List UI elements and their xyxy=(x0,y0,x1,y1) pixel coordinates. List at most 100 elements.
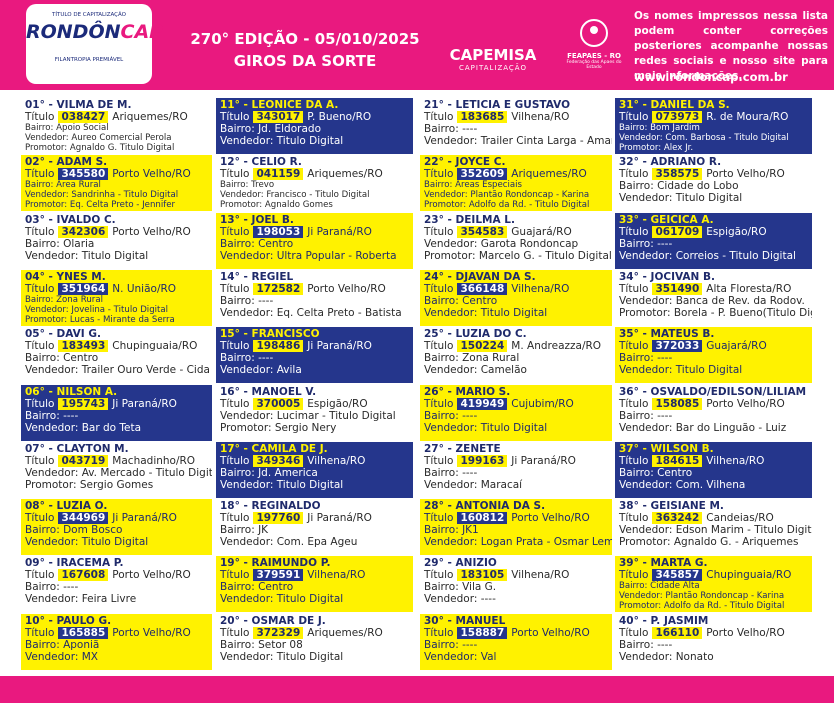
card-heading: 12° - CELIO R. xyxy=(220,156,302,169)
title-line: Título 198053 Ji Paraná/RO xyxy=(220,225,409,238)
ticket-number: 160812 xyxy=(457,512,508,525)
card-heading: 08° - LUZIA O. xyxy=(25,500,108,513)
detail-line: Vendedor: Camelão xyxy=(424,364,527,377)
detail-line: Promotor: Borela - P. Bueno(Titulo Digit… xyxy=(619,306,812,319)
header: TÍTULO DE CAPITALIZAÇÃO RONDÔNCAP FILANT… xyxy=(0,0,834,90)
result-card: 27° - ZENETE Título 199163 Ji Paraná/RO Bair… xyxy=(420,441,612,498)
result-card: 39° - MARTA G. Título 345857 Chupinguaia/RO… xyxy=(615,556,812,613)
card-heading: 21° - LETICIA E GUSTAVO xyxy=(424,99,571,111)
detail-line: Vendedor: Francisco - Titulo Digital xyxy=(220,190,370,201)
ticket-number: 172582 xyxy=(253,282,304,295)
title-line: Título 343017 P. Bueno/RO xyxy=(220,111,409,123)
detail-line: Bairro: ---- xyxy=(424,466,478,479)
title-label: Título xyxy=(619,397,649,410)
detail-line: Vendedor: Feira Livre xyxy=(25,593,137,606)
title-label: Título xyxy=(619,569,649,582)
title-label: Título xyxy=(220,340,250,353)
result-card: 11° - LEONICE DA A. Título 343017 P. Bueno/… xyxy=(216,98,413,154)
ticket-number: 351490 xyxy=(652,282,703,295)
card-heading: 34° - JOCIVAN B. xyxy=(619,270,715,283)
title-line: Título 073973 R. de Moura/RO xyxy=(619,111,808,123)
title-line: Título 344969 Ji Paraná/RO xyxy=(25,512,208,525)
ticket-number: 150224 xyxy=(457,340,508,353)
detail-line: Bairro: Centro xyxy=(220,237,294,250)
result-card: 08° - LUZIA O. Título 344969 Ji Paraná/RO Ba… xyxy=(21,499,212,556)
detail-line: Bairro: Areas Especiais xyxy=(424,180,523,191)
title-line: Título 199163 Ji Paraná/RO xyxy=(424,454,608,467)
detail-line: Bairro: Aponiã xyxy=(25,638,100,651)
ticket-number: 199163 xyxy=(457,454,508,467)
ticket-number: 183685 xyxy=(457,111,508,123)
detail-line: Vendedor: Correios - Titulo Digital xyxy=(619,249,796,262)
card-heading: 39° - MARTA G. xyxy=(619,557,708,570)
result-card: 17° - CAMILA DE J. Título 349346 Vilhena/RO… xyxy=(216,441,413,498)
partner-capemisa: CAPEMISA CAPITALIZAÇÃO xyxy=(448,46,538,72)
card-heading: 20° - OSMAR DE J. xyxy=(220,614,326,627)
title-line: Título 354583 Guajará/RO xyxy=(424,225,608,238)
title-label: Título xyxy=(25,340,55,353)
city: Ariquemes/RO xyxy=(307,168,383,181)
detail-line: Vendedor: Banca de Rev. da Rodov. xyxy=(619,294,805,307)
ticket-number: 372033 xyxy=(652,340,703,353)
detail-line: Bairro: Dom Bosco xyxy=(25,524,123,537)
city: Porto Velho/RO xyxy=(112,168,191,181)
card-heading: 38° - GEISIANE M. xyxy=(619,500,724,513)
title-line: Título 041159 Ariquemes/RO xyxy=(220,168,409,181)
detail-line: Vendedor: Com. Vilhena xyxy=(619,478,746,491)
result-card: 16° - MANOEL V. Título 370005 Espigão/RO Ven… xyxy=(216,384,413,441)
ticket-number: 342306 xyxy=(58,225,109,238)
detail-line: Bairro: Zona Rural xyxy=(25,294,103,305)
detail-line: Vendedor: Titulo Digital xyxy=(424,421,548,434)
ticket-number: 419949 xyxy=(457,397,508,410)
logo-top: TÍTULO DE CAPITALIZAÇÃO xyxy=(52,12,126,18)
detail-line: Vendedor: Val xyxy=(424,650,497,663)
detail-line: Bairro: JK1 xyxy=(424,524,479,537)
subtitle: GIROS DA SORTE xyxy=(233,52,377,70)
title-line: Título 345857 Chupinguaia/RO xyxy=(619,569,808,582)
detail-line: Vendedor: Sandrinha - Titulo Digital xyxy=(25,190,179,201)
ticket-number: 379591 xyxy=(253,569,304,582)
card-heading: 15° - FRANCISCO xyxy=(220,328,320,341)
ticket-number: 349346 xyxy=(253,454,304,467)
title-label: Título xyxy=(619,340,649,353)
title-label: Título xyxy=(220,454,250,467)
card-heading: 33° - GEICICA A. xyxy=(619,213,714,226)
title-label: Título xyxy=(220,282,250,295)
detail-line: Promotor: Lucas - Mirante da Serra xyxy=(25,314,175,325)
detail-line: Vendedor: Titulo Digital xyxy=(220,135,344,147)
detail-line: Vendedor: Bar do Linguão - Luiz xyxy=(619,421,787,434)
edition: 270° EDIÇÃO - 05/010/2025 xyxy=(190,30,420,48)
city: Porto Velho/RO xyxy=(511,512,590,525)
detail-line: Vendedor: Com. Barbosa - Titulo Digital xyxy=(619,133,789,143)
result-card: 37° - WILSON B. Título 184615 Vilhena/RO Bai… xyxy=(615,441,812,498)
card-heading: 16° - MANOEL V. xyxy=(220,385,317,398)
title-line: Título 061709 Espigão/RO xyxy=(619,225,808,238)
title-line: Título 160812 Porto Velho/RO xyxy=(424,512,608,525)
detail-line: Vendedor: Aureo Comercial Perola xyxy=(25,133,172,143)
title-label: Título xyxy=(220,397,250,410)
detail-line: Bairro: ---- xyxy=(424,123,478,135)
detail-line: Bairro: ---- xyxy=(619,409,673,422)
title-line: Título 158887 Porto Velho/RO xyxy=(424,626,608,639)
detail-line: Bairro: Centro xyxy=(619,466,693,479)
card-heading: 26° - MARIO S. xyxy=(424,385,511,398)
title-line: Título 370005 Espigão/RO xyxy=(220,397,409,410)
detail-line: Bairro: Bom Jardim xyxy=(619,123,700,133)
title-line: Título 158085 Porto Velho/RO xyxy=(619,397,808,410)
result-card: 20° - OSMAR DE J. Título 372329 Ariquemes/R… xyxy=(216,613,413,670)
title-line: Título 172582 Porto Velho/RO xyxy=(220,282,409,295)
result-card: 25° - LUZIA DO C. Título 150224 M. Andreazz… xyxy=(420,327,612,384)
title-line: Título 150224 M. Andreazza/RO xyxy=(424,340,608,353)
city: Vilhena/RO xyxy=(706,454,765,467)
detail-line: Bairro: Apoio Social xyxy=(25,123,109,133)
result-card: 30° - MANUEL Título 158887 Porto Velho/RO Ba… xyxy=(420,613,612,670)
detail-line: Bairro: Jd. America xyxy=(220,466,318,479)
detail-line: Vendedor: Trailer Ouro Verde - Cida xyxy=(25,364,210,377)
ticket-number: 358575 xyxy=(652,168,703,181)
logo: TÍTULO DE CAPITALIZAÇÃO RONDÔNCAP FILANT… xyxy=(26,4,163,84)
title-line: Título 165885 Porto Velho/RO xyxy=(25,626,208,639)
city: Chupinguaia/RO xyxy=(112,340,198,353)
ticket-number: 158887 xyxy=(457,626,508,639)
footer-bar xyxy=(0,676,834,703)
card-heading: 09° - IRACEMA P. xyxy=(25,557,124,570)
